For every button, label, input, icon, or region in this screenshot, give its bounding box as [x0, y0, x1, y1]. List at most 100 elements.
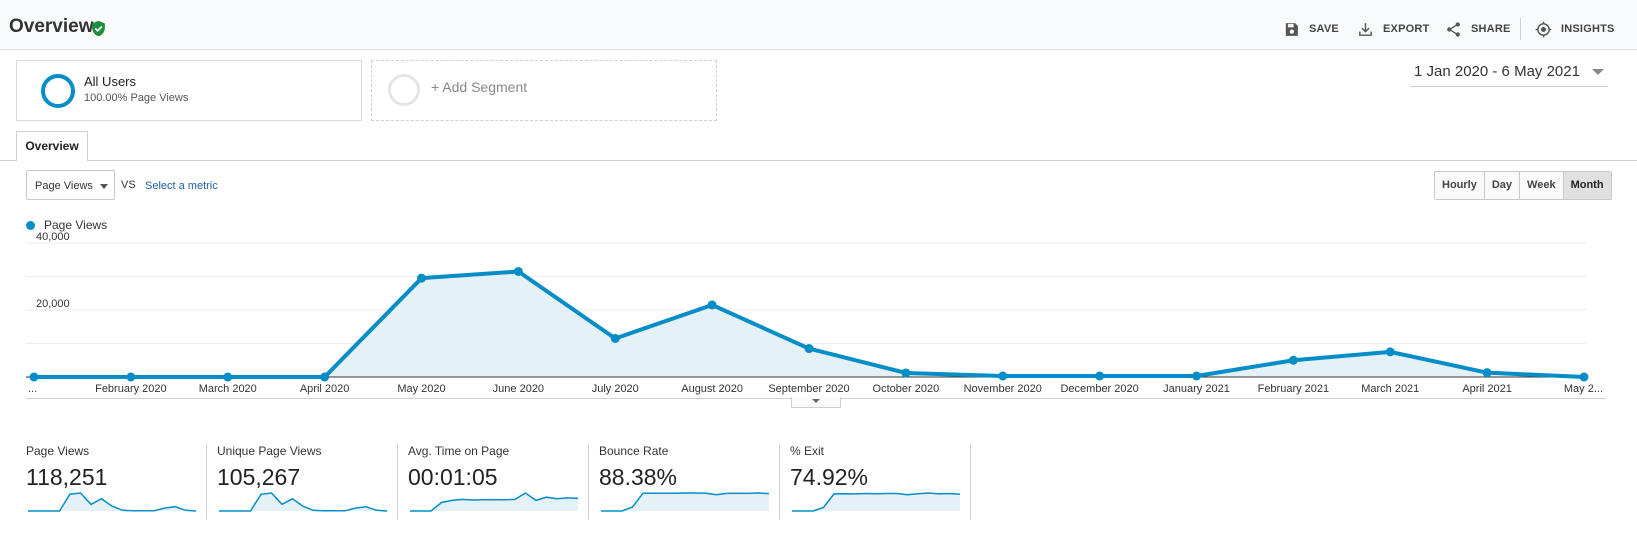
- legend-swatch: [26, 220, 35, 230]
- scorecard[interactable]: Avg. Time on Page 00:01:05: [408, 444, 589, 520]
- granularity-day-button[interactable]: Day: [1484, 172, 1521, 199]
- data-point: [1288, 355, 1298, 365]
- data-point: [707, 300, 717, 310]
- scorecard-value: 74.92%: [790, 464, 869, 490]
- data-point: [320, 372, 330, 382]
- scorecard-value: 105,267: [217, 464, 301, 490]
- x-tick-label: October 2020: [873, 383, 940, 395]
- save-label: SAVE: [1309, 23, 1339, 35]
- scorecard-label: Page Views: [26, 444, 90, 458]
- insights-button[interactable]: INSIGHTS: [1535, 19, 1615, 39]
- data-point: [1385, 347, 1395, 357]
- report-header: Overview SAVE EXPORT SHARE INSIGHTS: [0, 0, 1637, 50]
- data-point: [1192, 371, 1201, 381]
- chart-legend: Page Views: [26, 218, 107, 232]
- page-views-chart: 20,000 40,000... February 2020 March 2020 Ap…: [26, 231, 1603, 395]
- segment-ring-icon: [41, 74, 75, 108]
- share-button[interactable]: SHARE: [1445, 19, 1511, 39]
- metric-select[interactable]: Page Views: [26, 170, 115, 200]
- data-point: [126, 372, 136, 382]
- data-point: [610, 333, 620, 343]
- segment-all-users[interactable]: All Users 100.00% Page Views: [16, 60, 362, 121]
- sparkline-line: [410, 492, 578, 512]
- sparkline-line: [219, 492, 387, 512]
- scorecard[interactable]: % Exit 74.92%: [790, 444, 971, 520]
- sparkline-area: [219, 493, 387, 511]
- share-label: SHARE: [1471, 23, 1511, 35]
- caret-down-icon: [100, 184, 108, 189]
- scorecard-value: 00:01:05: [408, 464, 498, 490]
- save-button[interactable]: SAVE: [1283, 19, 1339, 39]
- data-point: [901, 368, 911, 378]
- insights-label: INSIGHTS: [1561, 23, 1615, 35]
- x-tick-label: March 2021: [1361, 383, 1419, 395]
- sparkline: [28, 492, 196, 512]
- x-tick-label: August 2020: [681, 383, 743, 395]
- x-tick-label: January 2021: [1163, 383, 1230, 395]
- scorecard-label: % Exit: [790, 444, 825, 458]
- date-range-label: 1 Jan 2020 - 6 May 2021: [1414, 63, 1580, 80]
- x-tick-label: March 2020: [199, 383, 257, 395]
- y-tick-label: 20,000: [36, 298, 70, 310]
- data-point: [29, 372, 39, 382]
- header-divider: [1520, 18, 1521, 40]
- export-button[interactable]: EXPORT: [1357, 19, 1429, 39]
- granularity-toggle: Hourly Day Week Month: [1434, 171, 1612, 200]
- scorecard[interactable]: Unique Page Views 105,267: [217, 444, 398, 520]
- caret-down-icon: [1592, 69, 1604, 75]
- x-tick-label: ...: [28, 383, 37, 395]
- scorecard-label: Avg. Time on Page: [408, 444, 510, 458]
- x-tick-label: February 2021: [1258, 383, 1330, 395]
- sparkline-area: [601, 493, 769, 511]
- x-tick-label: July 2020: [592, 383, 639, 395]
- add-segment-button[interactable]: + Add Segment: [371, 60, 717, 121]
- page-title: Overview: [9, 16, 94, 37]
- chart-collapse-toggle[interactable]: [791, 397, 841, 408]
- sparkline: [410, 492, 578, 512]
- segment-name: All Users: [84, 74, 137, 89]
- insights-icon: [1535, 21, 1552, 37]
- share-icon: [1447, 21, 1460, 37]
- scorecard[interactable]: Bounce Rate 88.38%: [599, 444, 780, 520]
- scorecard-value: 118,251: [26, 464, 108, 490]
- data-point: [1482, 368, 1492, 378]
- series-area: [34, 271, 1584, 377]
- tab-overview[interactable]: Overview: [16, 131, 88, 161]
- x-tick-label: April 2021: [1462, 383, 1512, 395]
- x-tick-label: June 2020: [493, 383, 544, 395]
- granularity-week-button[interactable]: Week: [1520, 172, 1564, 199]
- data-point: [1579, 372, 1589, 382]
- data-point: [804, 344, 814, 354]
- data-point: [998, 371, 1008, 381]
- x-tick-label: February 2020: [95, 383, 167, 395]
- data-point: [417, 273, 426, 283]
- sparkline-area: [792, 493, 960, 511]
- sparkline-line: [792, 492, 960, 512]
- segment-placeholder-icon: [388, 74, 420, 106]
- sparkline: [601, 492, 769, 512]
- x-tick-label: May 2020: [397, 383, 445, 395]
- scorecard[interactable]: Page Views 118,251: [26, 444, 207, 520]
- sparkline: [219, 492, 387, 512]
- sparkline-line: [28, 492, 196, 512]
- sparkline-area: [28, 493, 196, 511]
- tab-divider: [0, 160, 1637, 161]
- x-tick-label: December 2020: [1060, 383, 1138, 395]
- add-segment-label: + Add Segment: [431, 79, 528, 95]
- scorecard-label: Unique Page Views: [217, 444, 322, 458]
- data-point: [513, 266, 523, 276]
- verified-check-icon: [92, 20, 105, 37]
- save-icon: [1285, 22, 1298, 36]
- granularity-hourly-button[interactable]: Hourly: [1435, 172, 1485, 199]
- x-tick-label: May 2...: [1564, 383, 1603, 395]
- scorecard-label: Bounce Rate: [599, 444, 669, 458]
- export-label: EXPORT: [1383, 23, 1430, 35]
- date-range-picker[interactable]: 1 Jan 2020 - 6 May 2021: [1410, 62, 1608, 87]
- export-icon: [1359, 22, 1372, 36]
- sparkline-area: [410, 493, 578, 511]
- select-metric-link[interactable]: Select a metric: [145, 180, 218, 192]
- vs-label: VS: [121, 179, 136, 191]
- granularity-month-button[interactable]: Month: [1563, 172, 1611, 199]
- scorecard-value: 88.38%: [599, 464, 678, 490]
- x-tick-label: April 2020: [300, 383, 350, 395]
